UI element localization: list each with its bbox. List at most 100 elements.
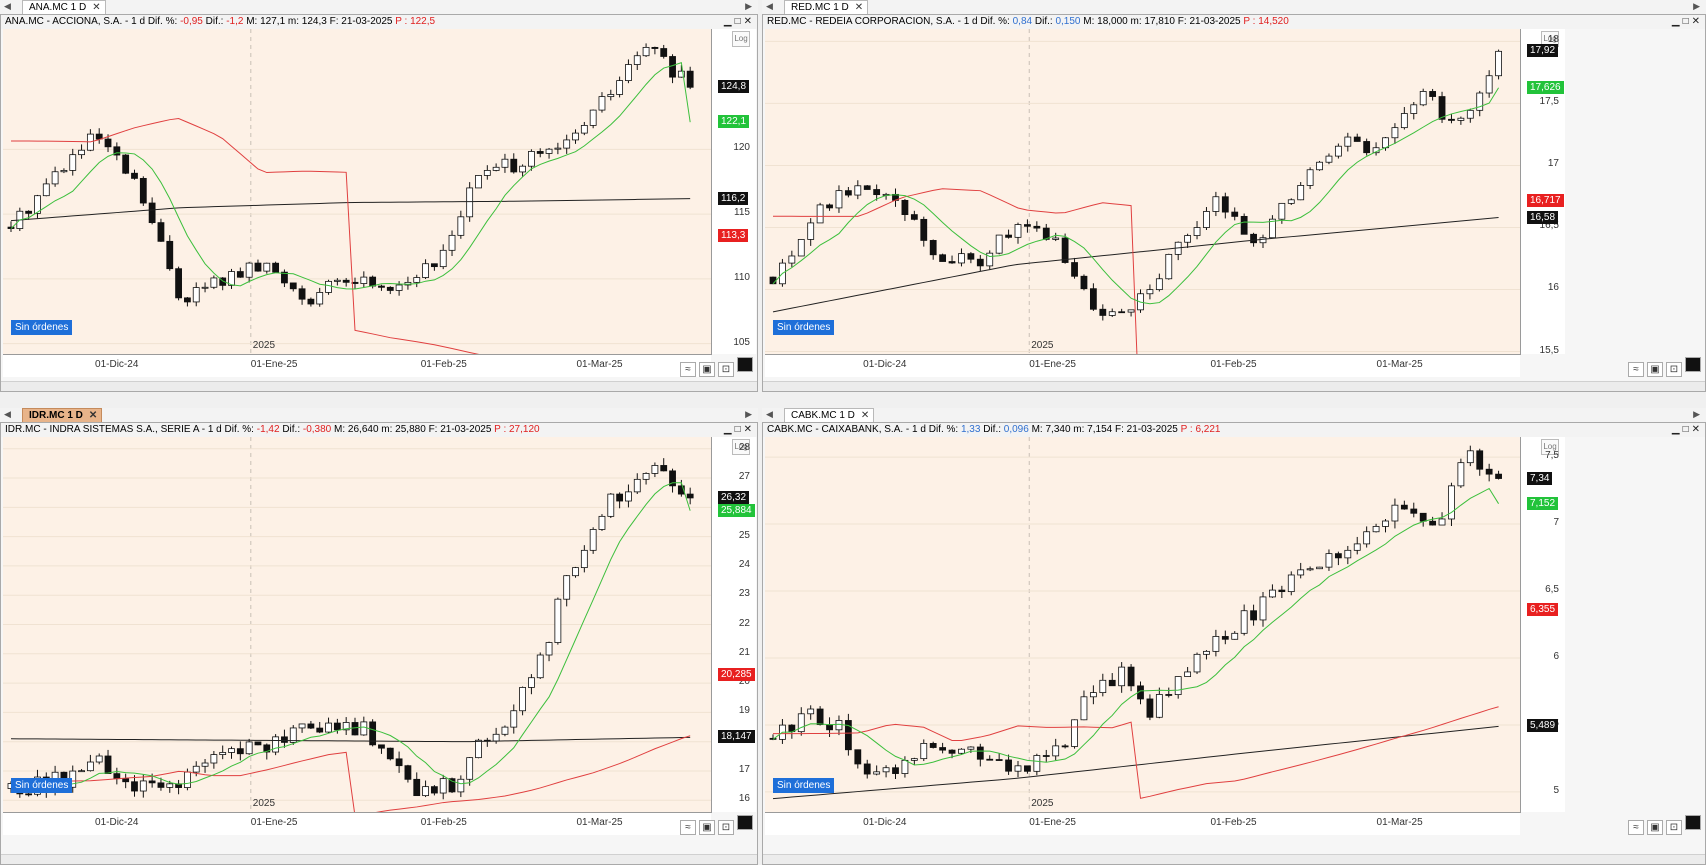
save-icon[interactable]: ▣ [1647, 362, 1663, 377]
candle-up [633, 478, 641, 493]
candle [519, 164, 526, 177]
maximize-icon[interactable]: □ [1682, 16, 1692, 27]
difpct-label: Dif. %: [224, 424, 254, 435]
save-icon[interactable]: ▣ [699, 820, 715, 835]
horizontal-scrollbar[interactable] [1, 381, 757, 391]
candle [797, 239, 805, 257]
candle [967, 746, 975, 753]
log-scale-button[interactable]: Log [732, 439, 750, 455]
p-value: 27,120 [509, 424, 540, 435]
y-tick-label: 115 [734, 207, 750, 219]
y-tick-label: 105 [733, 336, 750, 348]
candle-up [1391, 504, 1399, 522]
candle [1334, 143, 1342, 159]
candle-up [60, 170, 68, 173]
candle-down [369, 276, 377, 287]
date-value: F: 21-03-2025 [329, 16, 393, 27]
candle-down [104, 755, 112, 775]
minimize-icon[interactable]: ▁ [723, 16, 735, 27]
candle [1391, 498, 1399, 529]
horizontal-scrollbar[interactable] [1, 854, 757, 864]
tab-scroll-right-icon[interactable]: ▶ [745, 409, 752, 419]
chart-tab[interactable]: CABK.MC 1 D ✕ [784, 408, 875, 422]
pin-icon[interactable]: ⊡ [718, 362, 734, 377]
candle-up [1306, 169, 1314, 186]
tab-scroll-left-icon[interactable]: ◀ [766, 409, 773, 419]
horizontal-scrollbar[interactable] [763, 854, 1705, 864]
time-axis[interactable]: 01-Dic-24 01-Ene-25 01-Feb-25 01-Mar-25 [765, 355, 1520, 377]
candle-down [131, 172, 138, 179]
color-swatch-icon[interactable] [737, 815, 753, 830]
candle-down [1250, 610, 1257, 621]
chart-tab[interactable]: IDR.MC 1 D ✕ [22, 408, 103, 422]
indicator-icon[interactable]: ≈ [680, 362, 696, 377]
color-swatch-icon[interactable] [737, 357, 753, 372]
x-tick-label: 01-Dic-24 [95, 359, 139, 370]
candle-up [1014, 765, 1022, 772]
indicator-icon[interactable]: ≈ [680, 820, 696, 835]
close-icon[interactable]: ✕ [743, 424, 755, 435]
tab-close-icon[interactable]: ✕ [92, 2, 101, 13]
color-swatch-icon[interactable] [1685, 357, 1701, 372]
price-plot[interactable]: Sin órdenes 2025 [765, 437, 1521, 813]
pin-icon[interactable]: ⊡ [1666, 820, 1682, 835]
candle [1174, 676, 1182, 699]
tab-close-icon[interactable]: ✕ [88, 410, 98, 421]
save-icon[interactable]: ▣ [1647, 820, 1663, 835]
candle [1099, 673, 1107, 697]
maximize-icon[interactable]: □ [734, 16, 744, 27]
window-buttons: ▁□✕ [1672, 15, 1703, 29]
tab-scroll-left-icon[interactable]: ◀ [4, 409, 11, 419]
tab-close-icon[interactable]: ✕ [854, 2, 864, 13]
time-axis[interactable]: 01-Dic-24 01-Ene-25 01-Feb-25 01-Mar-25 [3, 355, 711, 377]
candle-down [1024, 765, 1031, 772]
price-plot[interactable]: Sin órdenes 2025 [3, 29, 712, 355]
maximize-icon[interactable]: □ [734, 424, 744, 435]
close-icon[interactable]: ✕ [1691, 16, 1703, 27]
maximize-icon[interactable]: □ [1682, 424, 1692, 435]
candle-down [263, 744, 271, 753]
candle [342, 717, 350, 736]
horizontal-scrollbar[interactable] [763, 381, 1705, 391]
candle [272, 261, 280, 273]
tab-scroll-right-icon[interactable]: ▶ [745, 1, 752, 11]
candle-down [104, 138, 112, 148]
candle-down [404, 765, 412, 780]
candle [333, 278, 341, 286]
tab-scroll-left-icon[interactable]: ◀ [4, 1, 11, 11]
candle [1174, 241, 1182, 261]
tab-scroll-right-icon[interactable]: ▶ [1693, 409, 1700, 419]
price-axis[interactable]: Log 18 17,5 17 16,5 16 15,5 17,92 17,626 16,717 1… [1521, 29, 1565, 356]
candle-down [863, 763, 871, 775]
indicator-icon[interactable]: ≈ [1628, 362, 1644, 377]
time-axis[interactable]: 01-Dic-24 01-Ene-25 01-Feb-25 01-Mar-25 [765, 813, 1520, 835]
price-axis[interactable]: Log 120 115 110 105 124,8 122,1 116,2 113,3 [712, 29, 756, 354]
tab-scroll-left-icon[interactable]: ◀ [766, 1, 773, 11]
log-scale-button[interactable]: Log [1541, 439, 1559, 455]
minimize-icon[interactable]: ▁ [1671, 16, 1683, 27]
candle-down [113, 773, 121, 780]
tab-scroll-right-icon[interactable]: ▶ [1693, 1, 1700, 11]
color-swatch-icon[interactable] [1685, 815, 1701, 830]
chart-tab[interactable]: RED.MC 1 D ✕ [784, 0, 869, 14]
pin-icon[interactable]: ⊡ [718, 820, 734, 835]
log-scale-button[interactable]: Log [732, 31, 750, 47]
price-plot[interactable]: Sin órdenes 2025 [3, 437, 712, 813]
pin-icon[interactable]: ⊡ [1666, 362, 1682, 377]
close-icon[interactable]: ✕ [743, 16, 755, 27]
minimize-icon[interactable]: ▁ [723, 424, 735, 435]
price-axis[interactable]: Log 2827262524232221201918171626,3225,88… [712, 437, 756, 812]
candle [1203, 650, 1210, 660]
tab-close-icon[interactable]: ✕ [860, 410, 870, 421]
candle [272, 734, 280, 756]
save-icon[interactable]: ▣ [699, 362, 715, 377]
minimize-icon[interactable]: ▁ [1671, 424, 1683, 435]
candle [1269, 215, 1276, 239]
close-icon[interactable]: ✕ [1691, 424, 1703, 435]
indicator-icon[interactable]: ≈ [1628, 820, 1644, 835]
time-axis[interactable]: 01-Dic-24 01-Ene-25 01-Feb-25 01-Mar-25 [3, 813, 711, 835]
candle-up [625, 64, 632, 82]
chart-tab[interactable]: ANA.MC 1 D ✕ [22, 0, 106, 14]
price-plot[interactable]: Sin órdenes 2025 [765, 29, 1521, 355]
